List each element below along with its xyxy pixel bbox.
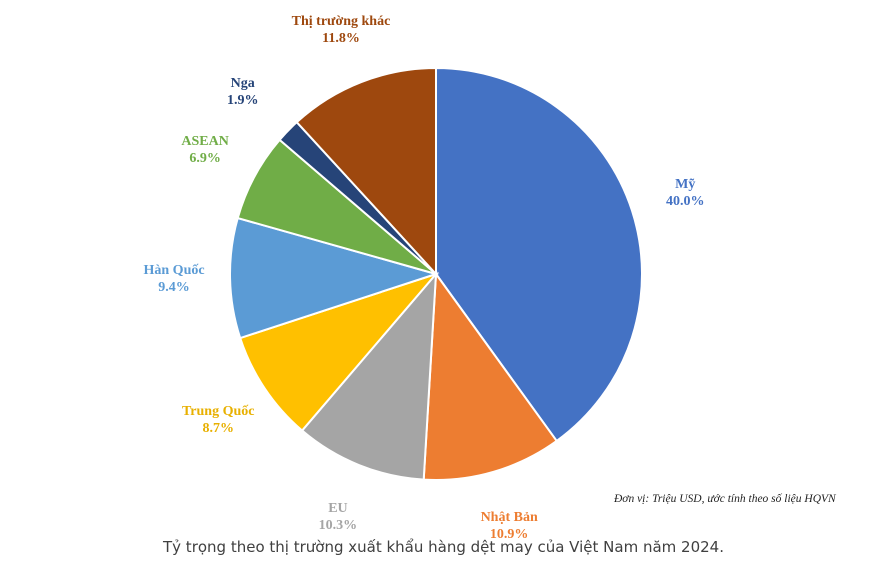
slice-value: 11.8% [322,30,360,46]
slice-name: ASEAN [181,134,229,150]
pie-slice [229,216,440,340]
slice-name: Nga [230,75,255,91]
pie-slice [300,271,438,481]
slice-name: Thị trường khác [291,13,391,29]
slice-name: Nhật Bản [480,509,538,525]
slice-value: 10.3% [318,517,358,533]
slice-value: 40.0% [666,194,705,210]
slice-label: EU 10.3% [319,500,358,534]
slice-label: Mỹ 40.0% [666,176,705,210]
pie-slice [422,271,559,481]
slice-value: 9.4% [158,280,190,296]
slice-label: Nga 1.9% [227,75,259,109]
slice-label: Nhật Bản 10.9% [481,509,538,543]
slice-value: 8.7% [202,420,234,436]
slice-name: Hàn Quốc [143,263,205,279]
slice-name: Mỹ [675,177,696,193]
pie-slice [238,271,440,432]
figure-caption: Tỷ trọng theo thị trường xuất khẩu hàng … [163,538,724,556]
slice-label: Hàn Quốc 9.4% [144,262,205,296]
slice-value: 1.9% [226,92,259,108]
pie-chart: Mỹ 40.0% Nhật Bản 10.9% EU 10.3% Trung Quốc 8.7… [144,13,836,542]
slice-value: 10.9% [489,526,529,542]
slice-label: Trung Quốc 8.7% [182,403,254,437]
pie-svg [229,66,643,481]
slice-name: Trung Quốc [181,403,255,419]
slice-label: Thị trường khác 11.8% [292,13,391,47]
slice-label: ASEAN 6.9% [181,133,228,167]
slice-value: 6.9% [189,151,221,167]
slice-name: EU [328,500,348,516]
pie-slice [435,66,643,443]
unit-note: Đơn vị: Triệu USD, ước tính theo số liệu… [614,493,836,505]
pie-slice [295,66,437,277]
